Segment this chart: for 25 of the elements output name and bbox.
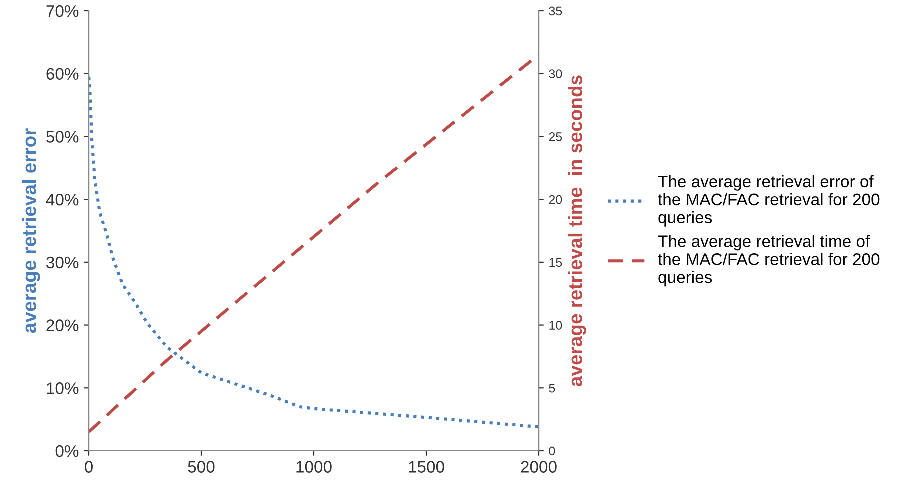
y-tick-label: 70% — [46, 5, 79, 18]
x-tick-label: 1000 — [296, 461, 332, 473]
y2-tick-label: 20 — [549, 195, 562, 204]
y-tick-label: 50% — [46, 131, 79, 143]
y2-tick-label: 5 — [549, 384, 556, 393]
x-tick-label: 0 — [85, 461, 93, 473]
y-tick-label: 60% — [46, 68, 79, 80]
x-tick-label: 500 — [188, 461, 215, 473]
y-tick-label: 10% — [47, 382, 79, 394]
y-tick-label: 0% — [56, 445, 79, 458]
y-tick-label: 40% — [46, 194, 79, 206]
y-tick-label: 20% — [46, 320, 79, 332]
x-tick-label: 2000 — [521, 461, 557, 473]
y2-tick-label: 35 — [549, 6, 562, 16]
y2-tick-label: 15 — [550, 258, 562, 268]
y2-tick-label: 30 — [549, 70, 562, 79]
legend-label: The average retrieval time of the MAC/FAC retrieval for 200 queries — [658, 235, 880, 287]
y2-tick-label: 0 — [549, 446, 556, 456]
y-axis-title: average retrieval error — [22, 128, 40, 334]
y2-tick-label: 25 — [549, 132, 562, 142]
y2-axis-title: average retrieval time in seconds — [568, 76, 586, 387]
legend-label: The average retrieval error of the MAC/FAC retrieval for 200 queries — [658, 175, 880, 227]
y-tick-label: 30% — [46, 256, 79, 269]
y2-tick-label: 10 — [550, 321, 562, 330]
x-tick-label: 1500 — [409, 461, 444, 473]
